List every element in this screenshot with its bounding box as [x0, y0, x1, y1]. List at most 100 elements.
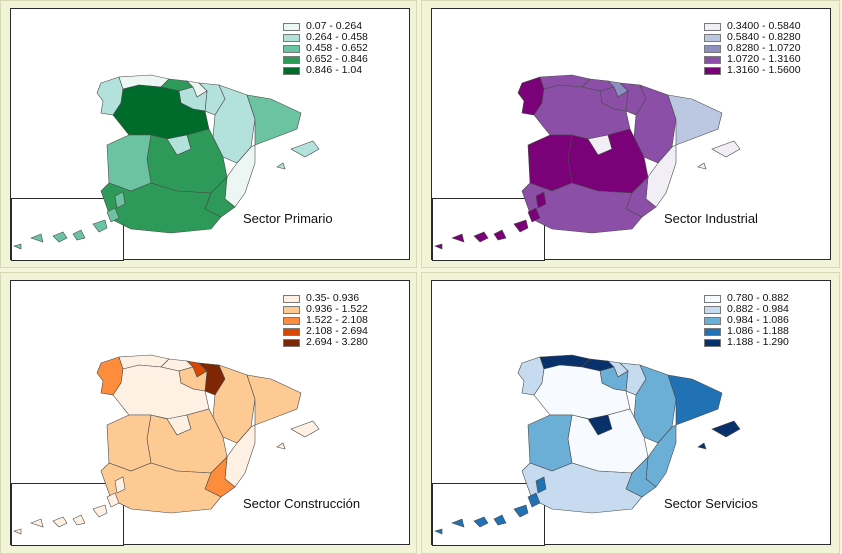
- legend-item: 0.3400 - 0.5840: [704, 21, 801, 32]
- legend-swatch: [704, 338, 721, 347]
- legend-swatch: [704, 44, 721, 53]
- legend-swatch: [704, 33, 721, 42]
- legend-item: 0.882 - 0.984: [704, 304, 789, 315]
- legend-item: 1.3160 - 1.5600: [704, 65, 801, 76]
- legend-label: 1.3160 - 1.5600: [727, 64, 801, 76]
- canarias-inset-box: [432, 198, 545, 261]
- region-cataluna: [667, 374, 723, 426]
- legend-item: 0.780 - 0.882: [704, 293, 789, 304]
- legend-swatch: [283, 55, 300, 64]
- legend-label: 0.3400 - 0.5840: [727, 20, 801, 32]
- region-andalucia: [100, 462, 222, 514]
- map-construccion: [13, 354, 320, 535]
- region-canarias: [13, 476, 126, 535]
- legend-swatch: [283, 338, 300, 347]
- legend-item: 1.086 - 1.188: [704, 326, 789, 337]
- legend-item: 0.264 - 0.458: [283, 32, 368, 43]
- map-industrial: [434, 74, 741, 250]
- legend-swatch: [283, 327, 300, 336]
- legend-label: 2.108 - 2.694: [306, 325, 368, 337]
- legend-item: 0.5840 - 0.8280: [704, 32, 801, 43]
- map-frame-construccion: 0.35- 0.936 0.936 - 1.522 1.522 - 2.108 2.1…: [10, 280, 410, 546]
- legend-label: 1.0720 - 1.3160: [727, 53, 801, 65]
- region-extremadura: [106, 134, 152, 192]
- region-baleares: [697, 140, 741, 170]
- legend-label: 1.522 - 2.108: [306, 314, 368, 326]
- legend-swatch: [704, 305, 721, 314]
- legend-item: 0.652 - 0.846: [283, 54, 368, 65]
- legend-item: 0.07 - 0.264: [283, 21, 368, 32]
- region-cataluna: [667, 94, 723, 146]
- legend-item: 1.0720 - 1.3160: [704, 54, 801, 65]
- map-frame-primario: 0.07 - 0.264 0.264 - 0.458 0.458 - 0.652 0.…: [10, 8, 410, 261]
- canarias-inset-box: [11, 198, 124, 261]
- region-andalucia: [521, 462, 643, 514]
- legend-item: 0.35- 0.936: [283, 293, 368, 304]
- region-baleares: [697, 420, 741, 450]
- legend-swatch: [283, 294, 300, 303]
- legend-industrial: 0.3400 - 0.5840 0.5840 - 0.8280 0.8280 - 1…: [704, 21, 801, 76]
- legend-swatch: [283, 22, 300, 31]
- legend-item: 1.522 - 2.108: [283, 315, 368, 326]
- sector-title: Sector Primario: [243, 211, 333, 226]
- legend-label: 0.35- 0.936: [306, 292, 360, 304]
- region-extremadura: [106, 414, 152, 472]
- legend-construccion: 0.35- 0.936 0.936 - 1.522 1.522 - 2.108 2.1…: [283, 293, 368, 348]
- legend-label: 0.5840 - 0.8280: [727, 31, 801, 43]
- legend-item: 0.8280 - 1.0720: [704, 43, 801, 54]
- legend-item: 0.458 - 0.652: [283, 43, 368, 54]
- legend-swatch: [283, 66, 300, 75]
- legend-swatch: [283, 44, 300, 53]
- region-cataluna: [246, 94, 302, 146]
- legend-label: 0.846 - 1.04: [306, 64, 363, 76]
- region-cataluna: [246, 374, 302, 426]
- legend-primario: 0.07 - 0.264 0.264 - 0.458 0.458 - 0.652 0.…: [283, 21, 368, 76]
- legend-label: 1.086 - 1.188: [727, 325, 789, 337]
- legend-item: 0.984 - 1.086: [704, 315, 789, 326]
- region-andalucia: [521, 182, 643, 234]
- legend-label: 0.8280 - 1.0720: [727, 42, 801, 54]
- map-servicios: [434, 354, 741, 535]
- legend-label: 0.458 - 0.652: [306, 42, 368, 54]
- legend-item: 2.694 - 3.280: [283, 337, 368, 348]
- legend-swatch: [704, 316, 721, 325]
- region-canarias: [434, 191, 547, 250]
- sector-title: Sector Industrial: [664, 211, 758, 226]
- sector-title: Sector Construcción: [243, 496, 361, 511]
- region-extremadura: [527, 134, 573, 192]
- legend-servicios: 0.780 - 0.882 0.882 - 0.984 0.984 - 1.086 1…: [704, 293, 789, 348]
- legend-label: 0.984 - 1.086: [727, 314, 789, 326]
- legend-label: 2.694 - 3.280: [306, 336, 368, 348]
- legend-swatch: [704, 327, 721, 336]
- canarias-inset-box: [432, 483, 545, 546]
- region-canarias: [434, 476, 547, 535]
- legend-swatch: [704, 22, 721, 31]
- legend-swatch: [704, 66, 721, 75]
- region-baleares: [276, 420, 320, 450]
- legend-label: 0.264 - 0.458: [306, 31, 368, 43]
- legend-item: 0.936 - 1.522: [283, 304, 368, 315]
- region-baleares: [276, 140, 320, 170]
- legend-item: 2.108 - 2.694: [283, 326, 368, 337]
- legend-swatch: [283, 33, 300, 42]
- map-frame-industrial: 0.3400 - 0.5840 0.5840 - 0.8280 0.8280 - 1…: [431, 8, 831, 261]
- legend-label: 0.936 - 1.522: [306, 303, 368, 315]
- sector-title: Sector Servicios: [664, 496, 758, 511]
- legend-label: 0.882 - 0.984: [727, 303, 789, 315]
- legend-label: 0.652 - 0.846: [306, 53, 368, 65]
- legend-swatch: [283, 305, 300, 314]
- region-extremadura: [527, 414, 573, 472]
- map-frame-servicios: 0.780 - 0.882 0.882 - 0.984 0.984 - 1.086 1…: [431, 280, 831, 546]
- canarias-inset-box: [11, 483, 124, 546]
- region-canarias: [13, 191, 126, 250]
- legend-label: 1.188 - 1.290: [727, 336, 789, 348]
- legend-swatch: [283, 316, 300, 325]
- legend-item: 1.188 - 1.290: [704, 337, 789, 348]
- legend-swatch: [704, 294, 721, 303]
- region-andalucia: [100, 182, 222, 234]
- legend-label: 0.780 - 0.882: [727, 292, 789, 304]
- legend-item: 0.846 - 1.04: [283, 65, 368, 76]
- legend-label: 0.07 - 0.264: [306, 20, 363, 32]
- legend-swatch: [704, 55, 721, 64]
- map-primario: [13, 74, 320, 250]
